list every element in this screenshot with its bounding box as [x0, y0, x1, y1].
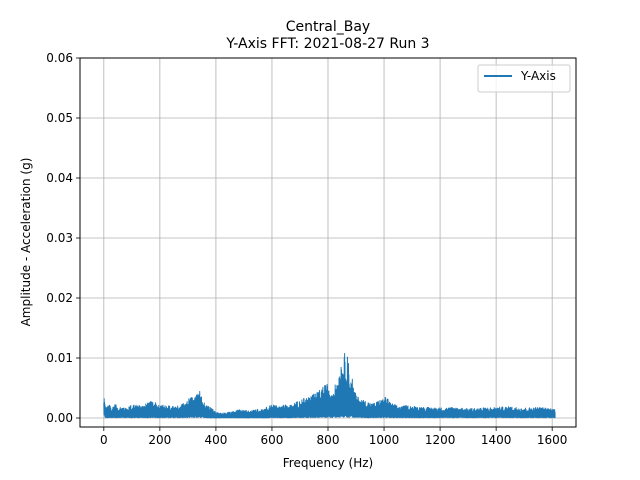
y-tick-label: 0.04 [46, 171, 73, 185]
legend-label-y-axis: Y-Axis [520, 69, 556, 83]
y-tick-label: 0.00 [46, 411, 73, 425]
legend-box [477, 64, 571, 93]
x-axis-ticks: 0 200 400 600 800 1000 1200 1400 1600 [100, 427, 567, 447]
y-tick-label: 0.06 [46, 51, 73, 65]
legend: Y-Axis [477, 64, 571, 93]
y-tick-label: 0.02 [46, 291, 73, 305]
x-tick-label: 1600 [537, 433, 568, 447]
x-tick-label: 1400 [481, 433, 512, 447]
grid-lines [80, 57, 576, 427]
plot-area [103, 352, 556, 419]
x-tick-label: 200 [148, 433, 171, 447]
y-tick-label: 0.01 [46, 351, 73, 365]
chart-subtitle: Y-Axis FFT: 2021-08-27 Run 3 [225, 36, 429, 52]
y-tick-label: 0.03 [46, 231, 73, 245]
x-tick-label: 1000 [369, 433, 400, 447]
y-tick-label: 0.05 [46, 111, 73, 125]
y-axis-ticks: 0.00 0.01 0.02 0.03 0.04 0.05 0.06 [46, 51, 80, 425]
x-tick-label: 0 [100, 433, 108, 447]
x-tick-label: 400 [204, 433, 227, 447]
x-tick-label: 1200 [425, 433, 456, 447]
x-tick-label: 600 [261, 433, 284, 447]
x-axis-label: Frequency (Hz) [283, 456, 374, 470]
chart-title: Central_Bay [286, 19, 370, 35]
x-tick-label: 800 [317, 433, 340, 447]
y-axis-label: Amplitude - Acceleration (g) [19, 158, 33, 327]
series-line-y-axis [103, 352, 556, 419]
